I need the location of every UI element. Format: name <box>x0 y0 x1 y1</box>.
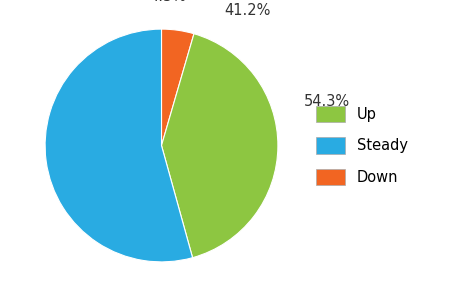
Legend: Up, Steady, Down: Up, Steady, Down <box>316 106 408 185</box>
Wedge shape <box>162 34 278 258</box>
Text: 4.5%: 4.5% <box>149 0 186 4</box>
Text: 41.2%: 41.2% <box>225 3 271 18</box>
Wedge shape <box>162 29 194 146</box>
Wedge shape <box>45 29 192 262</box>
Text: 54.3%: 54.3% <box>304 94 350 109</box>
